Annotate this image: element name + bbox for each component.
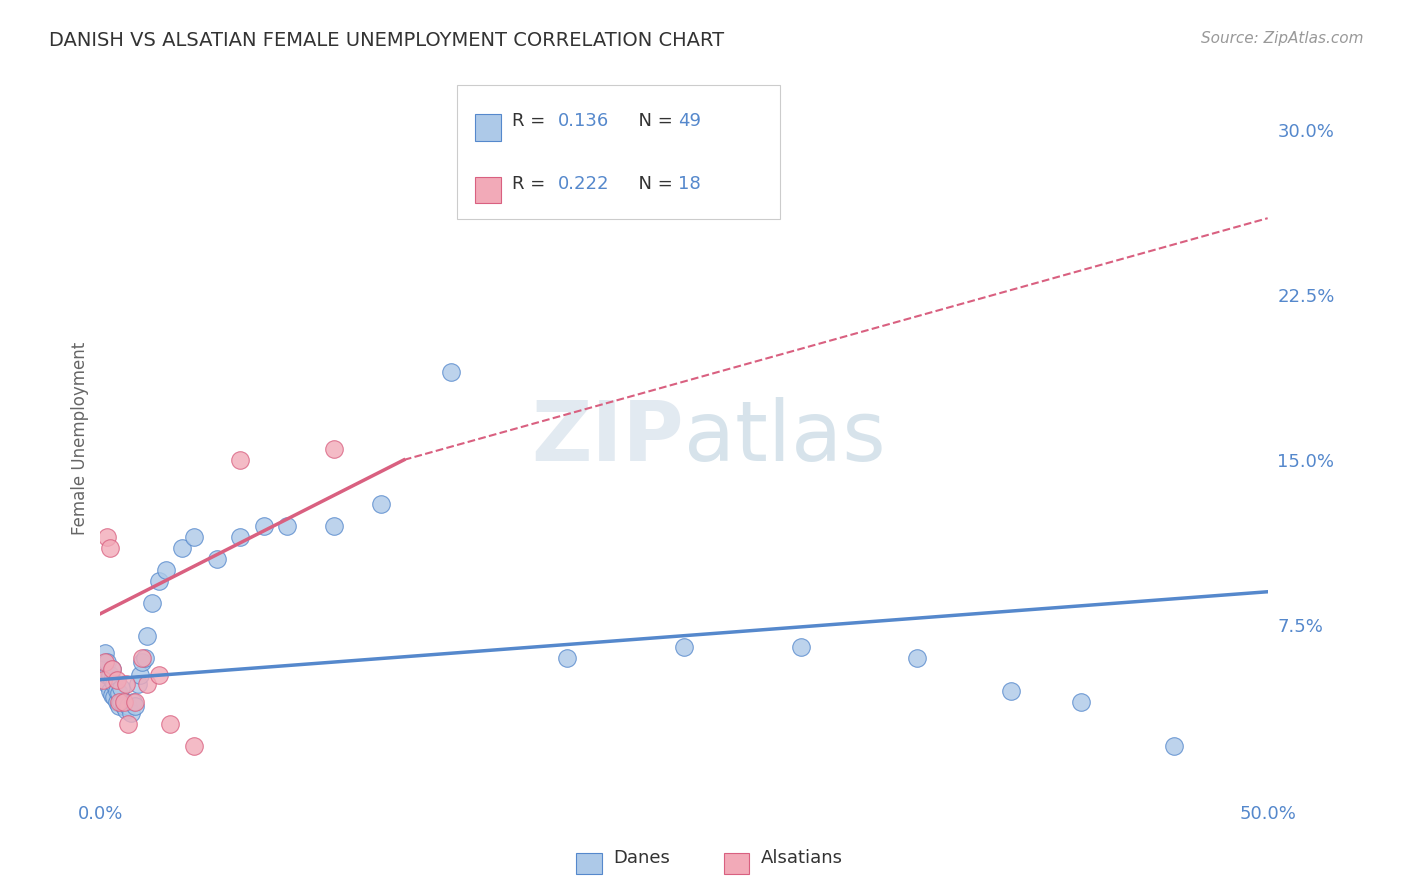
Point	[101, 662, 124, 676]
Y-axis label: Female Unemployment: Female Unemployment	[72, 342, 89, 534]
Point	[131, 655, 153, 669]
Point	[112, 698, 135, 713]
Point	[127, 677, 149, 691]
Text: N =: N =	[627, 112, 679, 130]
Point	[205, 551, 228, 566]
Point	[94, 646, 117, 660]
Point	[117, 698, 139, 713]
Point	[136, 677, 159, 691]
Point	[101, 673, 124, 687]
Point	[91, 673, 114, 687]
Point	[98, 668, 121, 682]
Text: N =: N =	[627, 175, 679, 193]
Point	[672, 640, 695, 654]
Point	[108, 698, 131, 713]
Text: ZIP: ZIP	[531, 398, 683, 478]
Point	[110, 681, 132, 696]
Point	[136, 629, 159, 643]
Text: 0.136: 0.136	[558, 112, 609, 130]
Point	[124, 698, 146, 713]
Point	[148, 668, 170, 682]
Point	[555, 650, 578, 665]
Point	[370, 497, 392, 511]
Point	[117, 716, 139, 731]
Point	[439, 365, 461, 379]
Point	[131, 650, 153, 665]
Point	[253, 518, 276, 533]
Point	[229, 453, 252, 467]
Point	[96, 668, 118, 682]
Point	[91, 662, 114, 676]
Text: DANISH VS ALSATIAN FEMALE UNEMPLOYMENT CORRELATION CHART: DANISH VS ALSATIAN FEMALE UNEMPLOYMENT C…	[49, 31, 724, 50]
Point	[159, 716, 181, 731]
Point	[103, 690, 125, 705]
Point	[1000, 683, 1022, 698]
Text: atlas: atlas	[683, 398, 886, 478]
Point	[1163, 739, 1185, 753]
Text: 49: 49	[678, 112, 700, 130]
Point	[115, 703, 138, 717]
Point	[105, 695, 128, 709]
Point	[96, 530, 118, 544]
Point	[155, 563, 177, 577]
Point	[907, 650, 929, 665]
Point	[790, 640, 813, 654]
Point	[134, 650, 156, 665]
Text: Alsatians: Alsatians	[761, 849, 842, 867]
Point	[101, 662, 124, 676]
Point	[170, 541, 193, 555]
Point	[122, 695, 145, 709]
Point	[96, 677, 118, 691]
Point	[141, 596, 163, 610]
Point	[108, 695, 131, 709]
Point	[322, 442, 344, 456]
Point	[1070, 695, 1092, 709]
Point	[110, 695, 132, 709]
Text: R =: R =	[512, 175, 551, 193]
Text: 0.222: 0.222	[558, 175, 610, 193]
Text: Source: ZipAtlas.com: Source: ZipAtlas.com	[1201, 31, 1364, 46]
Point	[98, 541, 121, 555]
Point	[96, 655, 118, 669]
Point	[94, 673, 117, 687]
Point	[120, 706, 142, 720]
Point	[105, 683, 128, 698]
Point	[276, 518, 298, 533]
Point	[124, 695, 146, 709]
Point	[148, 574, 170, 588]
Text: Danes: Danes	[613, 849, 669, 867]
Point	[103, 677, 125, 691]
Point	[101, 688, 124, 702]
Point	[105, 673, 128, 687]
Point	[322, 518, 344, 533]
Text: 18: 18	[678, 175, 700, 193]
Point	[183, 530, 205, 544]
Point	[129, 668, 152, 682]
Point	[229, 530, 252, 544]
Point	[108, 686, 131, 700]
Text: R =: R =	[512, 112, 551, 130]
Point	[112, 695, 135, 709]
Point	[94, 655, 117, 669]
Point	[115, 677, 138, 691]
Point	[183, 739, 205, 753]
Point	[98, 683, 121, 698]
